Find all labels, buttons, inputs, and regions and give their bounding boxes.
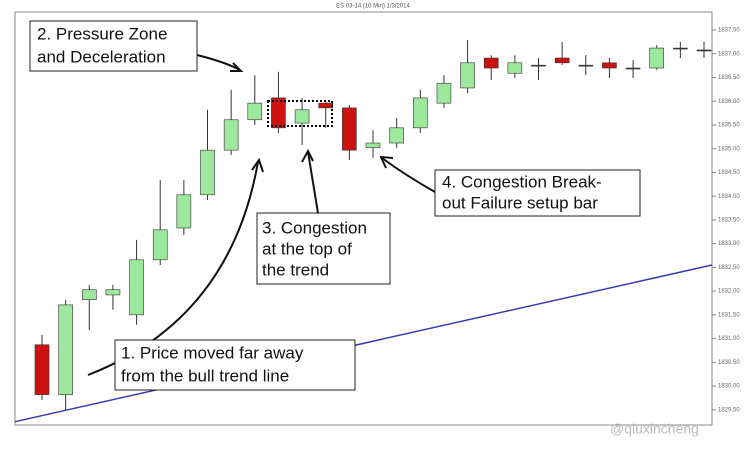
candle-body (247, 102, 263, 121)
candle-body (318, 102, 334, 109)
y-tick-label: 1831.00 (718, 336, 740, 342)
candle-body (436, 82, 452, 104)
y-tick-label: 1835.50 (718, 123, 740, 129)
candle-body (105, 289, 121, 296)
y-tick-label: 1835.00 (718, 146, 740, 152)
candle-body (81, 289, 97, 300)
arrow-head (379, 155, 394, 169)
arrow (307, 151, 319, 214)
candle-body (460, 62, 475, 89)
annotation-text: 1. Price moved far away (121, 343, 304, 362)
candle-body (412, 97, 428, 129)
annotation-box (256, 212, 391, 285)
annotation-box (29, 20, 198, 72)
candle-body (176, 194, 192, 229)
candle-body (507, 62, 523, 74)
candle-body (152, 229, 168, 261)
annotation-boxes (29, 20, 641, 391)
candle-body (365, 142, 381, 149)
y-tick-label: 1837.00 (718, 51, 740, 57)
y-tick-label: 1837.50 (718, 28, 740, 34)
annotation-box (114, 339, 356, 391)
annotation-text: and Deceleration (37, 47, 166, 66)
candle-body (223, 119, 239, 151)
y-tick-label: 1830.50 (718, 360, 740, 366)
candle-body (483, 57, 499, 69)
plot-frame (14, 11, 713, 426)
y-tick-label: 1834.00 (718, 194, 740, 200)
y-tick-label: 1829.50 (718, 407, 740, 413)
y-tick-label: 1836.00 (718, 99, 740, 105)
candle-body (531, 64, 546, 67)
candle-body (696, 49, 712, 52)
y-tick-label: 1834.50 (718, 170, 740, 176)
chart-title: ES 03-14 (10 Min) 1/3/2014 (336, 4, 410, 10)
y-tick-label: 1830.00 (718, 384, 740, 390)
candle-body (58, 304, 73, 395)
candle-body (389, 127, 404, 144)
candle-body (602, 62, 617, 69)
annotation-text: from the bull trend line (121, 366, 289, 385)
candle-body (554, 57, 570, 64)
candle-body (129, 259, 144, 316)
arrow-head (251, 157, 264, 173)
annotation-box (434, 169, 641, 217)
candle-body (673, 47, 688, 50)
candle-body (649, 47, 665, 69)
annotation-text: the trend (262, 260, 329, 279)
y-tick-label: 1832.50 (718, 265, 740, 271)
annotation-text: 4. Congestion Break- (442, 172, 602, 191)
y-tick-label: 1832.00 (718, 289, 740, 295)
annotation-text: 2. Pressure Zone (37, 24, 167, 43)
y-tick-label: 1833.00 (718, 241, 740, 247)
annotation-text: out Failure setup bar (442, 193, 598, 212)
annotation-text: at the top of (262, 239, 352, 258)
annotation-text: 3. Congestion (262, 218, 367, 237)
plot: 1829.50 1830.00 1830.50 1831.00 1831.50 1832.… (14, 28, 740, 423)
arrow (381, 157, 436, 193)
y-tick-label: 1833.50 (718, 218, 740, 224)
congestion-box (267, 100, 333, 127)
y-tick-label: 1831.50 (718, 312, 740, 318)
arrow-head (301, 148, 314, 163)
candle-body (34, 344, 50, 395)
candle-body (294, 109, 310, 124)
candle-body (342, 107, 357, 151)
arrow-head (230, 62, 244, 72)
trend-line (14, 264, 713, 423)
candle-body (200, 149, 215, 196)
candle-body (271, 97, 286, 129)
candle-body (578, 64, 594, 67)
candle-body (625, 67, 641, 70)
watermark: @qiuxincheng (610, 421, 699, 437)
y-tick-label: 1836.50 (718, 75, 740, 81)
